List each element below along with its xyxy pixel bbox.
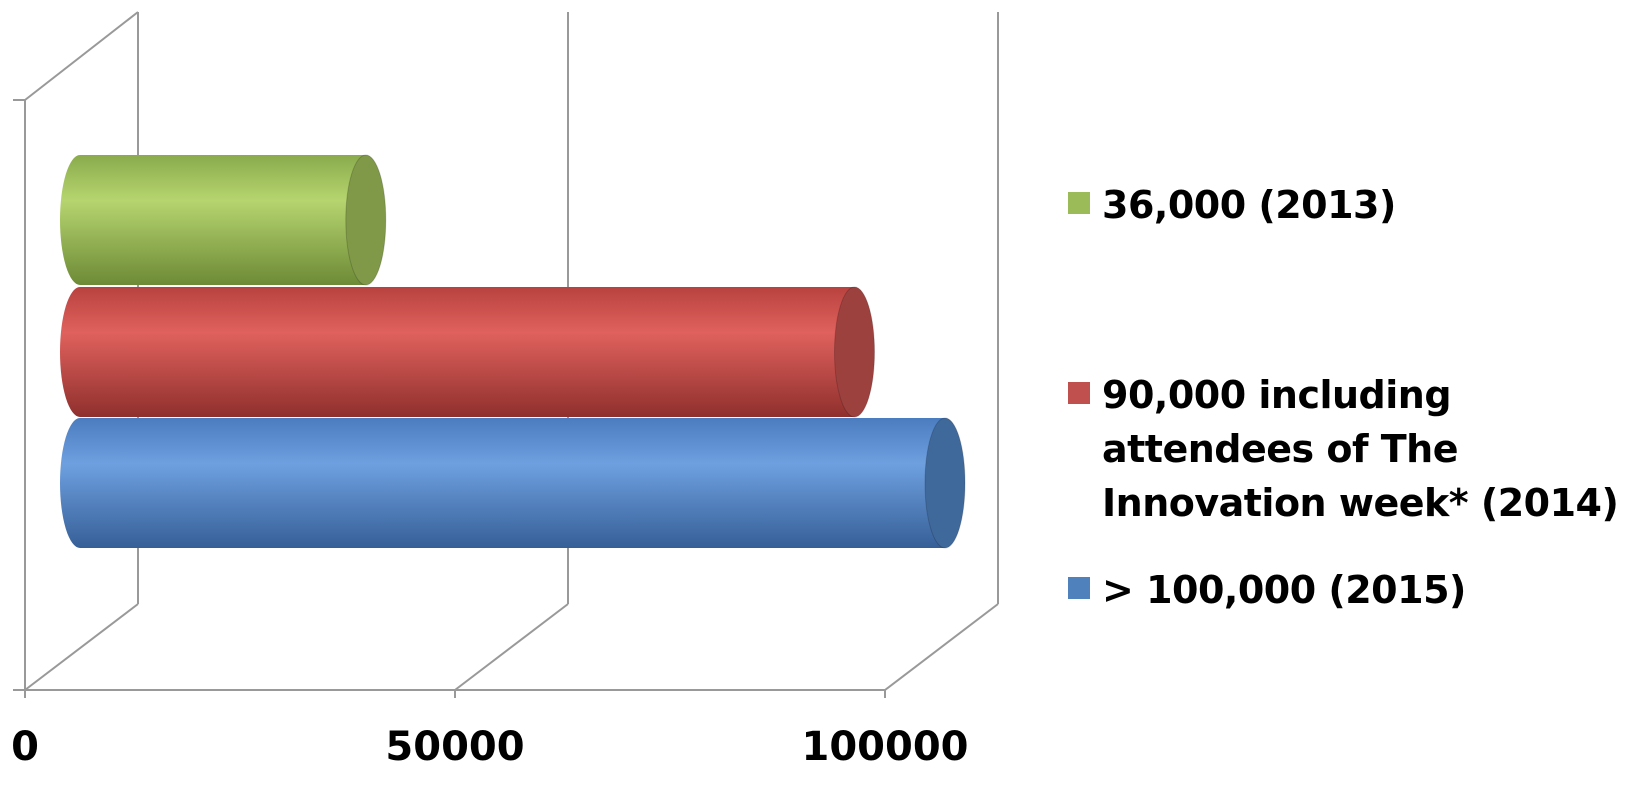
x-tick-label: 100000 — [802, 724, 969, 770]
x-tick-label: 50000 — [385, 724, 524, 770]
legend-item: 36,000 (2013) — [1068, 178, 1622, 232]
bar — [60, 417, 966, 549]
legend-swatch — [1068, 382, 1090, 404]
legend-item: 90,000 including attendees of The Innova… — [1068, 368, 1622, 530]
gridline — [884, 12, 999, 698]
x-tick-label: 0 — [11, 724, 39, 770]
chart-gridlines — [13, 11, 999, 698]
legend-swatch — [1068, 192, 1090, 214]
legend-label: 36,000 (2013) — [1102, 183, 1396, 227]
legend-label: 90,000 including attendees of The Innova… — [1102, 373, 1619, 525]
x-axis-ticks: 0 50000 100000 — [11, 724, 968, 770]
legend-swatch — [1068, 577, 1090, 599]
chart-bars — [60, 154, 966, 549]
legend-item: > 100,000 (2015) — [1068, 563, 1622, 617]
legend-label: > 100,000 (2015) — [1102, 568, 1466, 612]
bar — [60, 286, 875, 418]
axis-wall — [13, 11, 885, 691]
bar — [60, 154, 387, 286]
